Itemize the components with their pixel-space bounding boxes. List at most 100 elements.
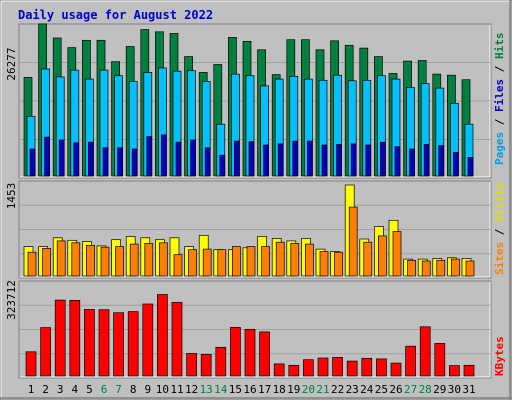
kbytes-bar <box>332 357 343 377</box>
sites-bar <box>86 244 95 277</box>
pages-bar <box>423 144 430 177</box>
legend-top: Pages / Files / Hits <box>493 33 506 166</box>
x-tick-label: 30 <box>448 383 461 396</box>
x-tick-label: 3 <box>57 383 64 396</box>
x-tick-label: 4 <box>71 383 78 396</box>
x-tick-label: 15 <box>229 383 242 396</box>
sites-bar <box>27 251 37 277</box>
x-tick-label: 7 <box>115 383 122 396</box>
x-tick-label: 24 <box>360 383 374 396</box>
kbytes-bar <box>346 360 358 377</box>
kbytes-bar <box>186 353 197 377</box>
legend-visits: Visits <box>493 182 506 222</box>
pages-bar <box>307 140 313 177</box>
kbytes-bar <box>157 294 168 377</box>
pages-bar <box>467 157 474 177</box>
x-tick-label: 1 <box>28 383 35 396</box>
pages-bar <box>365 144 372 177</box>
sites-bar <box>363 241 373 277</box>
pages-bar <box>58 139 65 177</box>
pages-bar <box>234 140 240 177</box>
kbytes-bar <box>303 359 314 377</box>
kbytes-bar <box>317 357 329 377</box>
sites-bar <box>451 258 460 277</box>
pages-bar <box>29 148 36 177</box>
x-tick-label: 23 <box>346 383 359 396</box>
kbytes-bar <box>376 358 387 377</box>
kbytes-bar <box>40 327 51 377</box>
sites-bar <box>275 241 285 277</box>
pages-bar <box>394 146 401 177</box>
chart-title: Daily usage for August 2022 <box>18 8 213 22</box>
x-tick-label: 2 <box>42 383 49 396</box>
x-axis-labels: 1 2 3 4 5 6 7 8 9 10 11 12 13 14 15 16 17 18 19 20 21 22 23 24 2… <box>28 383 476 396</box>
x-tick-label: 13 <box>200 383 213 396</box>
x-tick-label: 29 <box>433 383 446 396</box>
pages-bar <box>204 147 211 177</box>
legend-hits: Hits <box>493 33 506 60</box>
sites-bar <box>436 259 446 277</box>
sites-bar <box>407 259 416 277</box>
pages-bar <box>380 141 386 177</box>
x-tick-label: 31 <box>462 383 475 396</box>
sites-bar <box>421 260 431 277</box>
y-max-label-kbytes: 323712 <box>5 280 18 320</box>
legend-sites: Sites <box>493 242 506 275</box>
sites-bar <box>319 251 329 277</box>
sites-bar <box>392 231 402 277</box>
pages-bar <box>350 143 357 177</box>
kbytes-bar <box>288 364 300 377</box>
kbytes-bar <box>390 362 402 377</box>
sites-bar <box>56 240 66 277</box>
sites-bar <box>159 242 168 277</box>
x-tick-label: 14 <box>214 383 228 396</box>
sites-bar <box>100 246 110 277</box>
pages-bar <box>102 147 109 177</box>
kbytes-bar <box>230 327 241 377</box>
kbytes-bar <box>84 309 95 377</box>
x-tick-label: 12 <box>185 383 198 396</box>
pages-bar <box>438 145 445 177</box>
pages-bar <box>292 140 299 177</box>
pages-bar <box>248 141 255 177</box>
pages-bar <box>117 147 123 177</box>
kbytes-bar <box>434 343 446 377</box>
kbytes-bar <box>449 365 460 377</box>
x-tick-label: 25 <box>375 383 388 396</box>
x-tick-label: 28 <box>419 383 432 396</box>
x-tick-label: 20 <box>302 383 315 396</box>
pages-bar <box>88 141 94 177</box>
legend-mid: Sites / Visits <box>493 182 506 275</box>
kbytes-bar <box>69 300 81 377</box>
legend-kbytes: KBytes <box>493 336 506 376</box>
sites-bar <box>217 249 227 277</box>
x-tick-label: 5 <box>86 383 93 396</box>
pages-bar <box>131 148 138 177</box>
kbytes-bar <box>419 326 431 377</box>
x-tick-label: 18 <box>273 383 286 396</box>
sites-bar <box>378 235 387 277</box>
kbytes-bar <box>259 331 270 377</box>
kbytes-bar <box>98 309 110 377</box>
kbytes-bar <box>405 345 416 377</box>
pages-bar <box>277 143 284 177</box>
pages-bar <box>161 134 167 177</box>
sites-bar <box>115 246 124 277</box>
pages-bar <box>175 141 182 177</box>
kbytes-bar <box>215 346 227 377</box>
kbytes-bar <box>171 301 183 377</box>
pages-bar <box>263 144 269 177</box>
kbytes-bar <box>25 351 37 377</box>
pages-bar <box>44 136 50 177</box>
x-tick-label: 10 <box>156 383 169 396</box>
sites-bar <box>202 248 212 277</box>
x-tick-label: 21 <box>316 383 329 396</box>
sites-bar <box>71 242 81 277</box>
pages-bar <box>321 144 328 177</box>
x-tick-label: 11 <box>170 383 183 396</box>
legend-files: Files <box>493 79 506 112</box>
pages-bar <box>146 136 153 177</box>
pages-bar <box>453 151 459 177</box>
sites-bar <box>188 249 197 277</box>
x-tick-label: 8 <box>130 383 137 396</box>
